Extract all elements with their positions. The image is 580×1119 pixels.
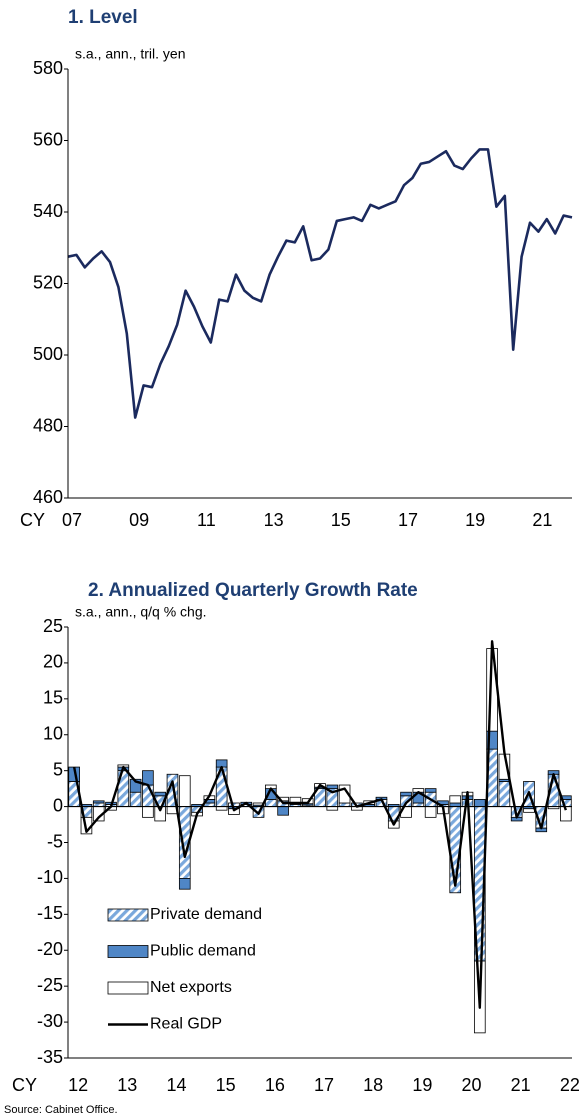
x-axis-label: CY [20, 510, 45, 530]
chart-subtitle: s.a., ann., q/q % chg. [75, 604, 207, 620]
bar-segment [142, 784, 154, 807]
y-tick-label: -15 [37, 903, 63, 923]
x-tick-label: 16 [265, 1075, 285, 1095]
bar-segment [523, 808, 535, 813]
y-tick-label: -30 [37, 1011, 63, 1031]
y-tick-label: 15 [43, 688, 63, 708]
chart-title: 2. Annualized Quarterly Growth Rate [88, 580, 418, 601]
data-line [72, 640, 567, 1009]
legend-label: Real GDP [150, 1016, 222, 1033]
y-tick-label: 520 [33, 272, 63, 292]
x-tick-label: 20 [461, 1075, 481, 1095]
y-tick-label: 560 [33, 129, 63, 149]
x-tick-label: 12 [68, 1075, 88, 1095]
x-axis-label: CY [12, 1075, 37, 1095]
y-tick-label: -10 [37, 867, 63, 887]
y-tick-label: 500 [33, 344, 63, 364]
x-tick-label: 19 [465, 510, 485, 530]
bar-segment [424, 788, 437, 793]
legend-label: Public demand [150, 943, 256, 960]
x-tick-label: 13 [117, 1075, 137, 1095]
bar-segment [129, 778, 142, 793]
x-tick-label: 15 [331, 510, 351, 530]
x-tick-label: 21 [532, 510, 552, 530]
x-tick-label: 22 [560, 1075, 580, 1095]
bar-segment [424, 806, 437, 818]
y-tick-label: -25 [37, 975, 63, 995]
data-line [67, 148, 573, 419]
x-tick-label: 13 [264, 510, 284, 530]
bar-segment [129, 791, 142, 807]
y-tick-label: 540 [33, 201, 63, 221]
bar-segment [473, 799, 486, 807]
legend-swatch [107, 945, 149, 958]
x-tick-label: 21 [511, 1075, 531, 1095]
y-tick-label: 460 [33, 487, 63, 507]
x-tick-label: 15 [216, 1075, 236, 1095]
x-tick-label: 09 [129, 510, 149, 530]
bar-segment [326, 784, 339, 790]
y-tick-label: -35 [37, 1047, 63, 1067]
y-tick-label: 5 [53, 759, 63, 779]
x-tick-label: 18 [363, 1075, 383, 1095]
chart-subtitle: s.a., ann., tril. yen [75, 46, 186, 62]
source-note: Source: Cabinet Office. [4, 1104, 118, 1116]
x-tick-label: 17 [314, 1075, 334, 1095]
x-tick-label: 17 [398, 510, 418, 530]
y-tick-label: 10 [43, 724, 63, 744]
legend-label: Net exports [150, 979, 232, 996]
y-tick-label: 580 [33, 58, 63, 78]
bar-segment [498, 781, 511, 807]
bar-segment [338, 784, 351, 804]
bar-segment [68, 766, 80, 782]
x-tick-label: 11 [197, 510, 216, 530]
y-tick-label: 25 [43, 616, 63, 636]
x-tick-label: 07 [62, 510, 82, 530]
y-tick-label: 480 [33, 415, 63, 435]
x-tick-label: 14 [166, 1075, 186, 1095]
x-tick-label: 19 [412, 1075, 432, 1095]
y-tick-label: 20 [43, 652, 63, 672]
bar-segment [178, 878, 191, 890]
bar-segment [142, 806, 154, 818]
legend-swatch [107, 981, 149, 995]
bar-segment [154, 791, 167, 797]
bar-segment [265, 799, 277, 807]
chart-title: 1. Level [68, 7, 138, 28]
y-tick-label: -20 [37, 939, 63, 959]
legend-swatch [107, 908, 149, 922]
bar-segment [277, 806, 289, 816]
bar-segment [449, 795, 462, 804]
bar-segment [178, 775, 191, 807]
bar-segment [277, 796, 289, 802]
y-tick-label: -5 [47, 831, 63, 851]
y-tick-label: 0 [53, 795, 63, 815]
bar-segment [400, 791, 412, 797]
bar-segment [92, 800, 105, 804]
legend-label: Private demand [150, 906, 262, 923]
